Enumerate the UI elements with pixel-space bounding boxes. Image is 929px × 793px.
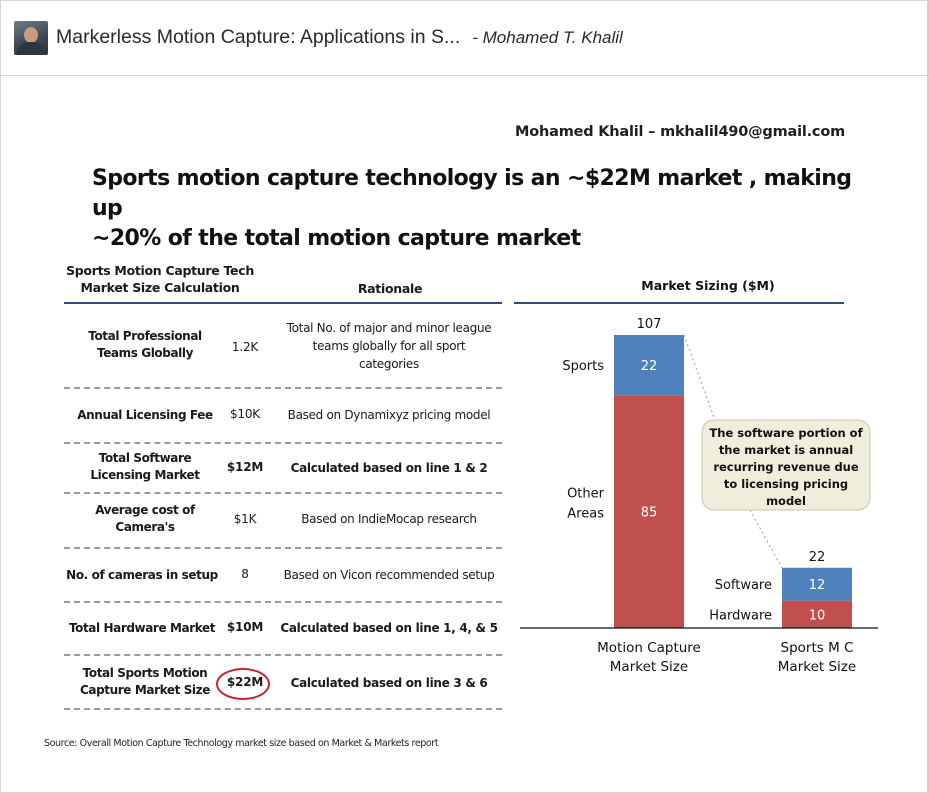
row-label: Total Hardware Market bbox=[68, 621, 216, 635]
row-value: 1.2K bbox=[231, 340, 259, 354]
row-divider bbox=[64, 442, 502, 444]
row-value: $22M bbox=[226, 675, 264, 689]
row-divider bbox=[64, 654, 502, 656]
row-label-line: Capture Market Size bbox=[80, 683, 210, 697]
segment-label: Sports bbox=[562, 359, 604, 374]
row-label-line: Total Sports Motion bbox=[82, 666, 208, 680]
row-label-line: Average cost of bbox=[95, 503, 195, 517]
segment-label: Areas bbox=[567, 507, 604, 522]
row-label: Total Software Licensing Market bbox=[70, 450, 220, 484]
bar-segment-0-bottom bbox=[614, 395, 684, 628]
highlight-circle bbox=[216, 668, 270, 700]
row-divider bbox=[64, 601, 502, 603]
post-title-link[interactable]: Markerless Motion Capture: Applications … bbox=[56, 26, 461, 48]
row-value: $1K bbox=[233, 512, 257, 526]
segment-label: Hardware bbox=[709, 608, 772, 623]
total-label: 22 bbox=[809, 550, 826, 565]
data-label: 85 bbox=[641, 506, 658, 521]
data-label: 12 bbox=[809, 578, 826, 593]
callout-text-line: The software portion of bbox=[709, 426, 863, 440]
callout-text-line: recurring revenue due bbox=[713, 460, 859, 474]
table-header-line-2: Market Size Calculation bbox=[80, 280, 240, 295]
table-header-rationale: Rationale bbox=[357, 281, 423, 296]
row-label-line: Teams Globally bbox=[97, 346, 193, 360]
callout-text-line: model bbox=[766, 494, 806, 508]
author-name[interactable]: - Mohamed T. Khalil bbox=[472, 27, 623, 47]
row-label-line: Camera's bbox=[115, 520, 175, 534]
callout-text-line: the market is annual bbox=[719, 443, 853, 457]
headline-line-2: ~20% of the total motion capture market bbox=[92, 226, 581, 251]
row-divider bbox=[64, 492, 502, 494]
source-note: Source: Overall Motion Capture Technolog… bbox=[44, 738, 439, 749]
row-label-line: Licensing Market bbox=[90, 468, 200, 482]
slide-headline: Sports motion capture technology is an ~… bbox=[92, 164, 852, 254]
category-label: Market Size bbox=[610, 659, 688, 675]
chart-title: Market Sizing ($M) bbox=[641, 278, 774, 293]
callout-text-line: to licensing pricing bbox=[724, 477, 848, 491]
row-label: Average cost of Camera's bbox=[70, 502, 220, 536]
rationale-line: categories bbox=[359, 357, 419, 371]
slide-image: Mohamed Khalil – mkhalil490@gmail.com Sp… bbox=[30, 100, 890, 770]
data-label: 10 bbox=[809, 608, 826, 623]
connector-line bbox=[683, 334, 716, 421]
category-label: Sports M C bbox=[781, 640, 854, 656]
row-rationale: Based on Dynamixyz pricing model bbox=[287, 408, 491, 422]
row-value: $10M bbox=[226, 620, 264, 634]
category-label: Market Size bbox=[778, 659, 856, 675]
avatar[interactable] bbox=[14, 20, 48, 55]
row-rationale: Calculated based on line 3 & 6 bbox=[290, 676, 488, 690]
post-header: Markerless Motion Capture: Applications … bbox=[0, 0, 929, 76]
connector-line bbox=[749, 509, 783, 569]
row-label-line: Total Professional bbox=[88, 329, 202, 343]
market-sizing-chart: Market Sizing ($M) 85 22 107 Other Areas Sport… bbox=[514, 278, 878, 675]
row-rationale: Calculated based on line 1, 4, & 5 bbox=[280, 621, 498, 635]
rationale-line: teams globally for all sport bbox=[312, 339, 466, 353]
table-header-rule bbox=[64, 302, 502, 304]
row-label: Annual Licensing Fee bbox=[77, 408, 213, 422]
row-divider bbox=[64, 708, 502, 710]
row-value: $10K bbox=[230, 407, 260, 421]
segment-label: Other bbox=[567, 487, 605, 502]
bar-segment-0-top bbox=[614, 335, 684, 396]
rationale-line: Total No. of major and minor league bbox=[286, 321, 492, 335]
row-label: No. of cameras in setup bbox=[66, 568, 218, 582]
headline-line-1: Sports motion capture technology is an ~… bbox=[92, 166, 852, 221]
data-label: 22 bbox=[641, 359, 658, 374]
row-divider bbox=[64, 387, 502, 389]
row-rationale: Total No. of major and minor league team… bbox=[268, 319, 510, 373]
segment-label: Software bbox=[715, 578, 772, 593]
row-value: $12M bbox=[226, 460, 264, 474]
table-header-line-1: Sports Motion Capture Tech bbox=[66, 263, 254, 278]
category-label: Motion Capture bbox=[597, 640, 701, 656]
row-divider bbox=[64, 547, 502, 549]
row-rationale: Based on IndieMocap research bbox=[301, 512, 477, 526]
bar-segment-1-top bbox=[782, 567, 852, 601]
total-label: 107 bbox=[637, 317, 662, 332]
row-value: 8 bbox=[241, 567, 249, 581]
row-label: Total Sports Motion Capture Market Size bbox=[70, 665, 220, 699]
row-label: Total Professional Teams Globally bbox=[70, 328, 220, 362]
row-label-line: Total Software bbox=[98, 451, 192, 465]
table-header-calculation: Sports Motion Capture Tech Market Size C… bbox=[60, 262, 260, 296]
row-rationale: Based on Vicon recommended setup bbox=[283, 568, 495, 582]
chart-title-rule bbox=[514, 302, 844, 304]
bar-segment-1-bottom bbox=[782, 600, 852, 628]
contact-line: Mohamed Khalil – mkhalil490@gmail.com bbox=[515, 124, 845, 140]
row-rationale: Calculated based on line 1 & 2 bbox=[290, 461, 488, 475]
callout-box bbox=[701, 419, 871, 511]
